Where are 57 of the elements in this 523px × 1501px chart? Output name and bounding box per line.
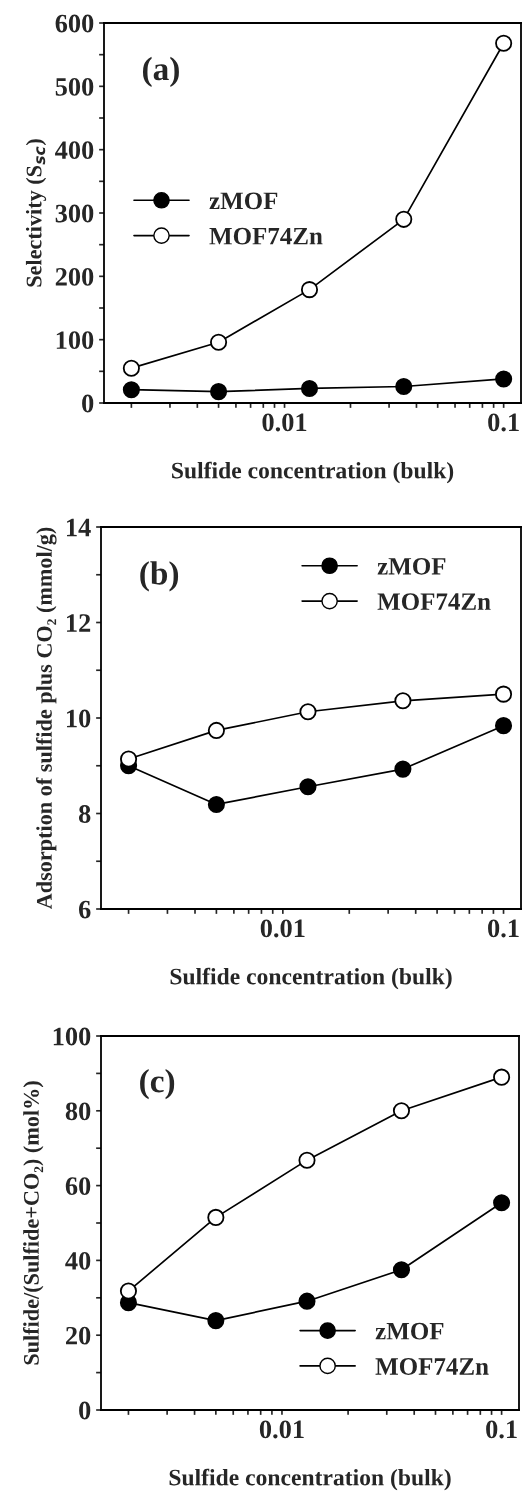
x-tick-label: 0.01	[262, 413, 307, 432]
y-axis-title: Sulfide/(Sulfide+CO₂) (mol%)	[22, 1081, 44, 1365]
legend-label: MOF74Zn	[377, 593, 491, 611]
y-tick-label: 80	[65, 1102, 91, 1121]
x-tick-label: 0.1	[488, 413, 519, 432]
x-axis-title: Sulfide concentration (bulk)	[170, 967, 452, 990]
y-tick-label: 0	[82, 394, 94, 413]
legend-label: MOF74Zn	[209, 227, 323, 245]
y-tick-label: 40	[65, 1252, 91, 1270]
y-tick-label: 400	[55, 141, 94, 160]
y-axis-title: Adsorption of sulfide plus CO₂ (mmol/g)	[36, 527, 57, 910]
y-tick-label: 12	[67, 614, 91, 632]
point	[392, 1102, 411, 1120]
point	[300, 281, 319, 299]
annotation: (b)	[140, 561, 179, 592]
point	[395, 210, 413, 228]
legend-label: zMOF	[377, 557, 446, 575]
point	[395, 377, 413, 396]
point	[207, 1208, 225, 1226]
point	[210, 333, 228, 351]
point	[394, 760, 412, 778]
point	[299, 703, 317, 721]
y-tick-label: 200	[55, 267, 94, 286]
x-tick-label: 0.01	[260, 919, 305, 938]
y-tick-label: 600	[55, 14, 94, 33]
point	[298, 1151, 316, 1169]
annotation: (c)	[140, 1068, 175, 1100]
point	[210, 383, 228, 401]
y-axis-title: Selectivity (S$_{sc}$)	[25, 139, 47, 287]
annotation: (a)	[142, 56, 179, 88]
x-axis-title: Sulfide concentration (bulk)	[169, 1468, 451, 1491]
point	[207, 795, 225, 813]
y-tick-label: 20	[66, 1326, 91, 1345]
point	[207, 721, 225, 739]
y-tick-label: 500	[55, 77, 94, 96]
point	[392, 1261, 411, 1279]
y-tick-label: 60	[65, 1177, 91, 1196]
point	[299, 778, 317, 796]
x-tick-label: 0.01	[259, 1420, 304, 1439]
y-tick-label: 0	[79, 1401, 91, 1420]
y-tick-label: 10	[67, 709, 91, 728]
x-tick-label: 0.1	[486, 1420, 517, 1439]
legend-label: zMOF	[209, 192, 278, 210]
y-tick-label: 100	[56, 331, 94, 350]
y-tick-label: 100	[53, 1027, 91, 1046]
y-tick-label: 14	[67, 518, 91, 537]
point	[298, 1292, 316, 1310]
legend-label: MOF74Zn	[375, 1358, 489, 1375]
x-tick-label: 0.1	[488, 919, 519, 938]
legend-label: zMOF	[375, 1322, 444, 1340]
x-axis-title: Sulfide concentration (bulk)	[172, 461, 454, 484]
point	[394, 692, 412, 710]
y-tick-label: 6	[78, 900, 91, 919]
y-tick-label: 8	[78, 805, 91, 823]
y-tick-label: 300	[55, 204, 94, 223]
point	[300, 379, 319, 397]
point	[207, 1312, 225, 1330]
